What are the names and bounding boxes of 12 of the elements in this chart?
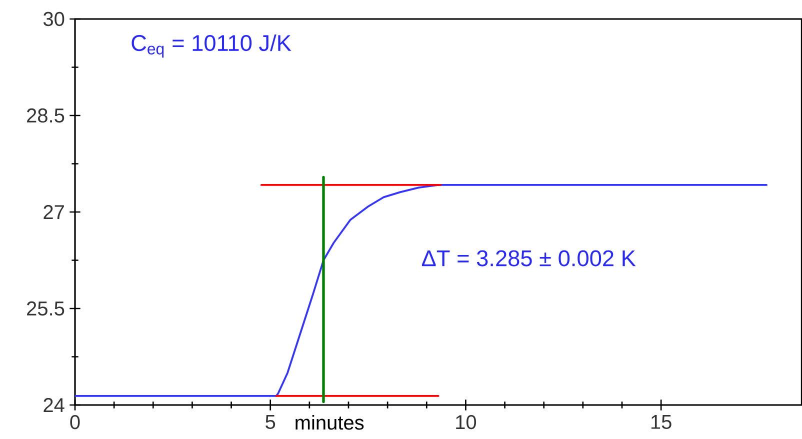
y-tick-label: 24 <box>44 398 64 412</box>
y-tick-label: 28.5 <box>27 108 64 123</box>
x-tick-label: 0 <box>70 415 80 430</box>
x-tick-label: 5 <box>266 415 276 429</box>
x-axis-title: minutes <box>296 415 364 430</box>
x-tick-label: 15 <box>651 415 672 429</box>
y-tick-label: 27 <box>44 205 64 219</box>
y-tick-label: 30 <box>43 12 64 26</box>
y-tick-label: 25.5 <box>27 301 64 316</box>
x-tick-label: 10 <box>456 415 476 430</box>
annotation: C$_{eq}$ = 10110 J/K <box>132 34 292 58</box>
annotation: ΔT = 3.285 ± 0.002 K <box>422 250 636 266</box>
